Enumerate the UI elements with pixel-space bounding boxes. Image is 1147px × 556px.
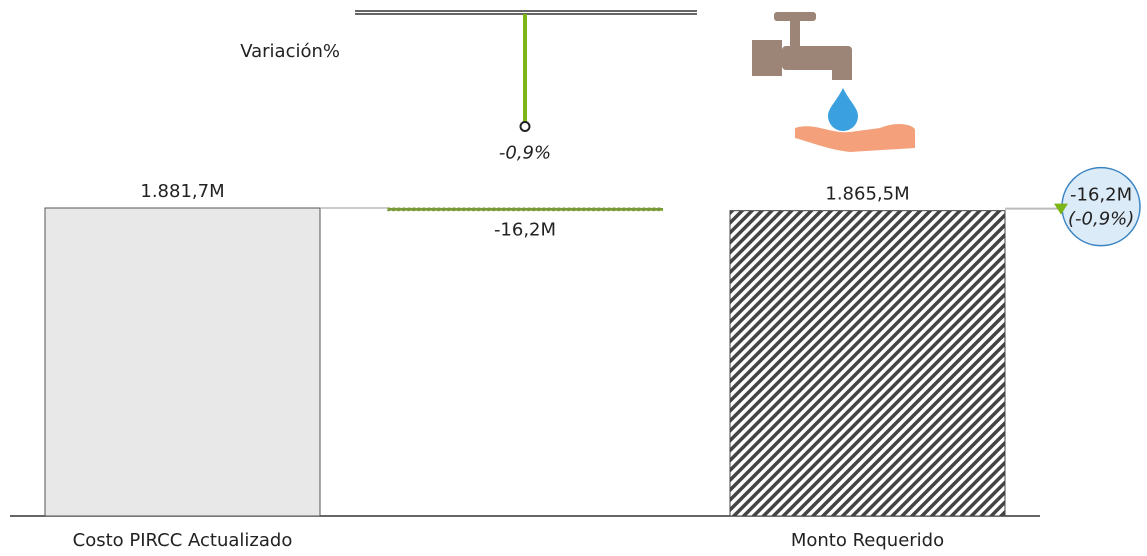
total-variance-value: -16,2M [1070,185,1132,206]
total-variance-bubble [1061,166,1141,247]
x-tick-label: Costo PIRCC Actualizado [73,530,293,551]
total-variance-pct: (-0,9%) [1068,209,1134,230]
total-variance-arrow [1054,203,1068,215]
bar [729,210,1006,517]
bar [387,207,663,212]
x-tick-label: Monto Requerido [791,530,944,551]
faucet-icon [752,12,915,152]
variance-title: Variación% [240,41,340,62]
bar [44,207,321,517]
value-label: 1.865,5M [825,184,909,205]
variance-marker [519,121,531,132]
value-label: 1.881,7M [140,181,224,202]
variance-label: -0,9% [499,143,551,164]
value-label: -16,2M [494,220,556,241]
